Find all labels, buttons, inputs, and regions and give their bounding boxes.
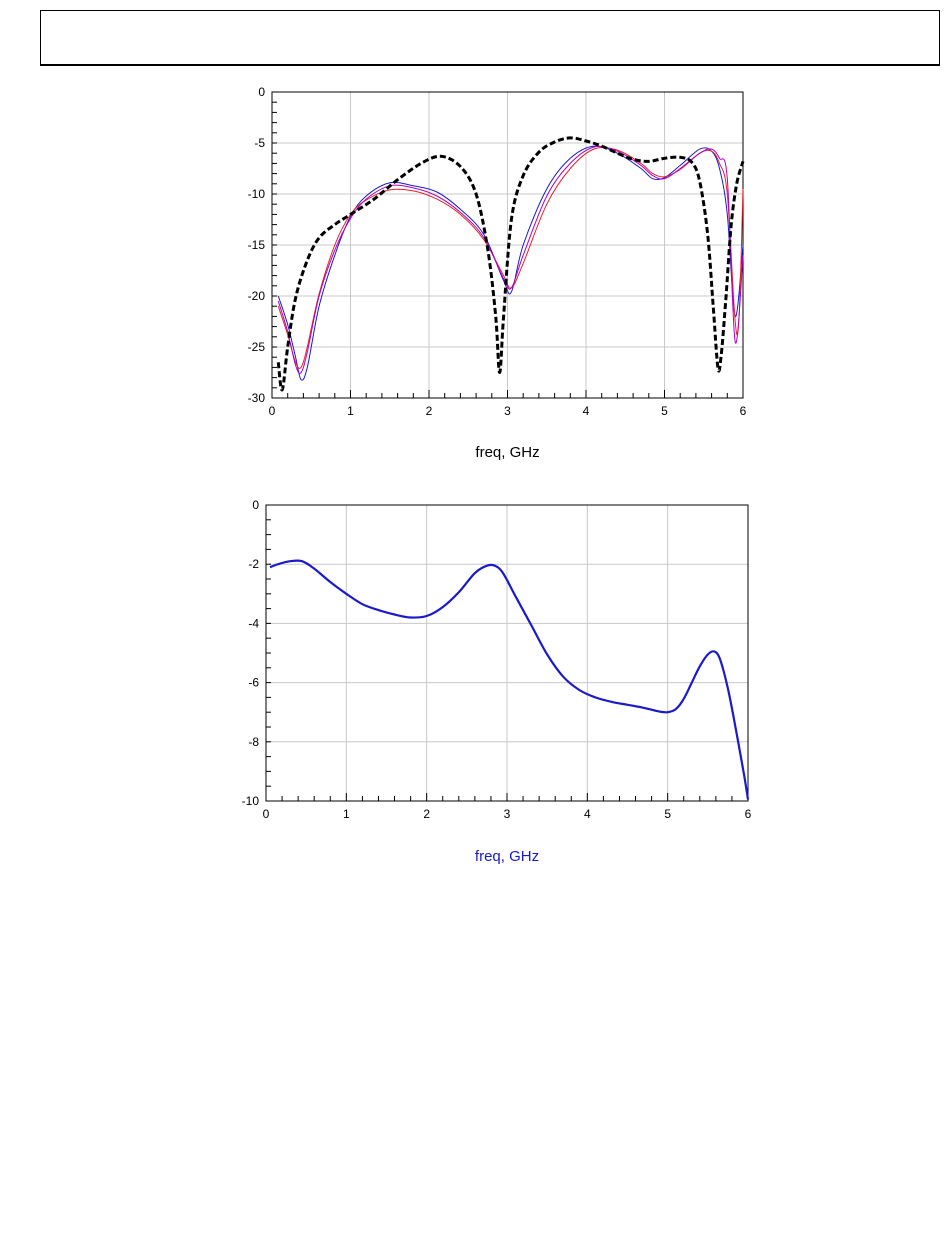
top-series-line-1 (277, 145, 744, 381)
top-x-tick-label: 0 (269, 404, 276, 418)
top-x-tick-label: 5 (661, 404, 668, 418)
bottom-x-tick-label: 2 (423, 807, 430, 821)
bottom-x-tick-label: 5 (664, 807, 671, 821)
bottom-x-tick-label: 3 (504, 807, 511, 821)
header-box (40, 10, 940, 66)
top-y-tick-label: -5 (254, 136, 265, 150)
bottom-x-axis-label: freq, GHz (475, 848, 539, 865)
top-series-line-3 (277, 145, 744, 374)
top-x-tick-label: 2 (426, 404, 433, 418)
top-y-tick-label: -10 (248, 187, 266, 201)
bottom-x-tick-label: 6 (745, 807, 752, 821)
bottom-x-tick-label: 4 (584, 807, 591, 821)
top-y-tick-label: -25 (248, 340, 266, 354)
bottom-x-tick-label: 1 (343, 807, 350, 821)
top-series-line-2 (277, 146, 744, 369)
top-x-tick-label: 1 (347, 404, 354, 418)
bottom-x-tick-label: 0 (263, 807, 270, 821)
bottom-plot-frame (265, 504, 749, 802)
bottom-y-tick-label: -10 (242, 794, 260, 808)
top-x-tick-label: 3 (504, 404, 511, 418)
top-series-line-4 (276, 136, 745, 392)
bottom-y-tick-label: -2 (248, 557, 259, 571)
top-y-tick-label: -15 (248, 238, 266, 252)
bottom-y-tick-label: -6 (248, 676, 259, 690)
top-x-axis-label: freq, GHz (475, 444, 539, 461)
bottom-y-tick-label: -4 (248, 616, 259, 630)
top-y-tick-label: -30 (248, 391, 266, 405)
bottom-y-tick-label: -8 (248, 735, 259, 749)
top-y-tick-label: 0 (258, 85, 265, 99)
top-y-tick-label: -20 (248, 289, 266, 303)
bottom-series-line-1 (269, 559, 750, 800)
bottom-y-tick-label: 0 (252, 498, 259, 512)
top-x-tick-label: 4 (583, 404, 590, 418)
top-x-tick-label: 6 (740, 404, 747, 418)
